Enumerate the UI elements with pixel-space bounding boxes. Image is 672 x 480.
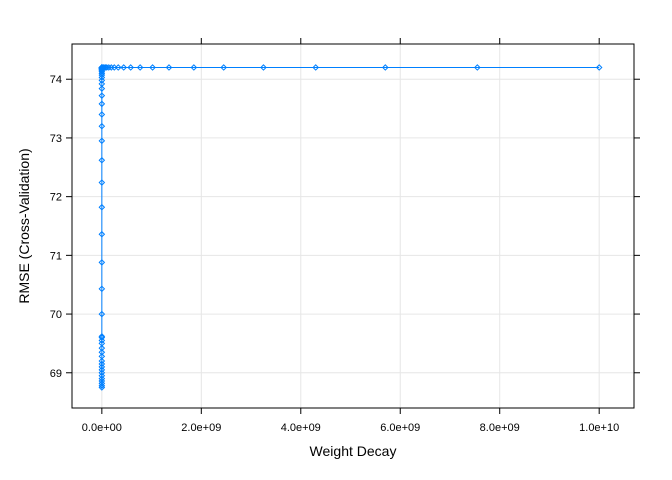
y-tick-label: 71 xyxy=(50,250,62,262)
data-point xyxy=(98,357,106,365)
y-tick-label: 69 xyxy=(50,368,62,380)
data-point xyxy=(98,310,106,318)
data-point xyxy=(114,64,122,71)
data-point xyxy=(149,64,156,71)
plot-frame xyxy=(71,43,635,409)
data-point xyxy=(100,64,108,71)
data-point xyxy=(98,353,106,360)
x-axis-title: Weight Decay xyxy=(310,443,397,459)
x-axis-ticks: 0.0e+00 2.0e+09 4.0e+09 6.0e+09 8.0e+09 1.0e+… xyxy=(82,38,619,434)
x-tick-label: 0.0e+00 xyxy=(82,422,122,434)
data-point xyxy=(474,64,481,71)
data-point xyxy=(98,122,106,130)
data-point xyxy=(98,137,106,145)
data-point xyxy=(165,64,173,71)
data-point xyxy=(136,64,144,71)
x-tick-label: 4.0e+09 xyxy=(281,422,321,434)
data-point xyxy=(98,111,106,118)
data-point xyxy=(98,92,106,99)
data-point xyxy=(220,64,227,71)
data-point xyxy=(98,333,106,340)
series-rmse xyxy=(98,64,603,391)
data-point xyxy=(98,363,106,371)
data-point xyxy=(260,64,267,71)
data-point xyxy=(98,259,106,266)
data-point xyxy=(98,344,106,352)
x-tick-label: 2.0e+09 xyxy=(181,422,221,434)
x-tick-label: 8.0e+09 xyxy=(480,422,520,434)
y-axis-title: RMSE (Cross-Validation) xyxy=(16,148,32,303)
series-line xyxy=(101,66,600,388)
data-point xyxy=(98,337,106,344)
data-point xyxy=(595,64,603,71)
data-point xyxy=(98,360,106,368)
data-point xyxy=(103,64,111,71)
data-point xyxy=(98,230,106,238)
y-tick-label: 70 xyxy=(50,309,62,321)
data-point xyxy=(98,100,106,108)
y-tick-label: 73 xyxy=(50,133,62,145)
y-tick-label: 74 xyxy=(50,74,62,86)
data-point xyxy=(98,80,106,88)
data-point xyxy=(98,366,106,374)
x-tick-label: 6.0e+09 xyxy=(380,422,420,434)
y-axis-ticks: 69 70 71 72 73 74 xyxy=(50,74,640,380)
data-point xyxy=(98,285,106,293)
data-point xyxy=(98,372,106,380)
grid xyxy=(72,44,634,408)
data-point xyxy=(98,369,106,377)
data-point xyxy=(382,64,389,71)
data-point xyxy=(120,64,128,71)
data-point xyxy=(105,64,113,71)
data-point xyxy=(98,179,106,186)
data-point xyxy=(98,203,106,211)
data-point xyxy=(98,348,106,356)
data-point xyxy=(98,77,106,84)
data-point xyxy=(98,156,106,164)
data-point xyxy=(98,85,106,92)
data-point xyxy=(312,64,320,71)
data-point xyxy=(190,64,198,71)
data-point xyxy=(98,375,106,382)
data-point xyxy=(127,64,134,71)
data-point xyxy=(98,340,106,347)
y-tick-label: 72 xyxy=(50,192,62,204)
x-tick-label: 1.0e+10 xyxy=(579,422,619,434)
